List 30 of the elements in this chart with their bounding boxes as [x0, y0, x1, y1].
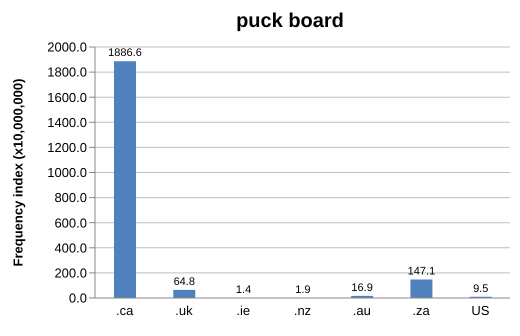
- y-tick-label: 200.0: [54, 266, 87, 281]
- y-tick-label: 600.0: [54, 215, 87, 230]
- bar: [173, 290, 196, 298]
- x-tick-label: .nz: [294, 303, 312, 318]
- data-label: 1886.6: [108, 47, 142, 60]
- y-tick-label: 800.0: [54, 190, 87, 206]
- y-tick-label: 2000.0: [47, 40, 87, 55]
- x-tick-label: .za: [412, 303, 431, 318]
- x-tick-label: US: [471, 303, 490, 318]
- bar: [114, 61, 136, 298]
- x-tick-label: .au: [352, 303, 371, 318]
- y-tick-label: 1000.0: [47, 165, 87, 180]
- y-tick-label: 1600.0: [47, 90, 87, 105]
- y-tick-label: 1400.0: [47, 114, 87, 130]
- chart-title: puck board: [235, 10, 345, 33]
- bar: [410, 280, 432, 298]
- y-tick-label: 0.0: [68, 290, 87, 306]
- x-tick-label: .ca: [116, 303, 134, 318]
- y-axis-title: Frequency index (x10,000,000): [10, 78, 26, 266]
- data-label: 1.4: [236, 284, 252, 296]
- y-tick-label: 400.0: [54, 240, 87, 256]
- data-label: 9.5: [473, 282, 488, 295]
- y-tick-label: 1200.0: [47, 140, 87, 156]
- data-label: 16.9: [351, 282, 373, 294]
- x-tick-label: .ie: [236, 303, 250, 318]
- data-label: 147.1: [408, 266, 436, 278]
- data-label: 1.9: [295, 284, 311, 296]
- x-tick-label: .uk: [175, 303, 194, 318]
- data-label: 64.8: [174, 276, 195, 288]
- y-tick-label: 1800.0: [47, 64, 87, 80]
